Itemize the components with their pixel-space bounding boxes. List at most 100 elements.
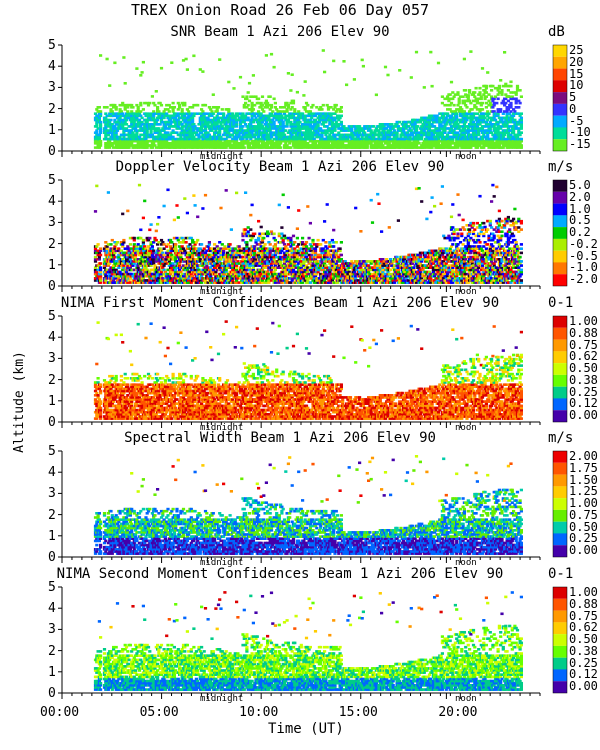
data-cell bbox=[108, 112, 112, 115]
data-cell bbox=[519, 137, 523, 141]
data-cell bbox=[143, 135, 147, 139]
data-cell bbox=[159, 116, 164, 120]
data-cell bbox=[99, 114, 103, 118]
data-cell bbox=[99, 125, 103, 128]
data-cell bbox=[201, 125, 205, 128]
data-cell bbox=[171, 137, 175, 141]
data-cell bbox=[240, 118, 244, 122]
data-cell bbox=[268, 137, 272, 141]
data-cell bbox=[242, 103, 246, 107]
data-cell bbox=[215, 114, 219, 118]
data-cell bbox=[165, 120, 169, 124]
data-cell bbox=[96, 142, 100, 145]
data-cell bbox=[185, 142, 189, 145]
data-cell bbox=[162, 204, 166, 208]
data-cell bbox=[145, 139, 149, 143]
data-cell bbox=[271, 139, 275, 143]
data-cell bbox=[206, 118, 210, 122]
data-cell bbox=[222, 112, 226, 115]
data-cell bbox=[246, 116, 250, 120]
data-cell bbox=[185, 112, 189, 115]
data-cell bbox=[210, 144, 214, 147]
data-cell bbox=[207, 139, 211, 143]
data-cell bbox=[123, 106, 127, 109]
data-cell bbox=[159, 103, 164, 107]
data-cell bbox=[137, 118, 142, 122]
data-cell bbox=[105, 142, 109, 145]
data-cell bbox=[235, 123, 239, 126]
data-cell bbox=[99, 262, 103, 265]
data-cell bbox=[136, 108, 140, 111]
data-cell bbox=[191, 139, 195, 143]
data-cell bbox=[122, 238, 126, 242]
data-cell bbox=[163, 146, 167, 149]
data-cell bbox=[263, 129, 267, 132]
data-cell bbox=[152, 110, 156, 113]
data-cell bbox=[232, 87, 236, 90]
data-cell bbox=[178, 123, 182, 126]
data-cell bbox=[188, 106, 192, 109]
data-cell bbox=[109, 243, 113, 246]
data-cell bbox=[259, 123, 263, 126]
data-cell bbox=[170, 106, 174, 109]
data-cell bbox=[518, 101, 522, 105]
data-cell bbox=[339, 120, 343, 124]
data-cell bbox=[148, 228, 152, 232]
data-cell bbox=[227, 112, 231, 115]
data-cell bbox=[197, 137, 201, 141]
data-cell bbox=[271, 110, 275, 113]
data-cell bbox=[236, 131, 240, 134]
data-cell bbox=[235, 120, 239, 124]
data-cell bbox=[118, 103, 122, 107]
data-cell bbox=[253, 135, 257, 139]
data-cell bbox=[167, 135, 171, 139]
data-cell bbox=[189, 114, 193, 118]
data-cell bbox=[102, 137, 107, 141]
data-cell bbox=[499, 108, 503, 111]
data-cell bbox=[247, 81, 252, 85]
data-cell bbox=[99, 123, 103, 126]
data-cell bbox=[166, 116, 170, 120]
data-cell bbox=[303, 80, 307, 83]
data-cell bbox=[193, 137, 197, 141]
data-cell bbox=[99, 129, 103, 132]
data-cell bbox=[183, 197, 187, 200]
data-cell bbox=[462, 57, 466, 61]
data-cell bbox=[109, 108, 113, 111]
data-cell bbox=[193, 125, 197, 128]
data-cell bbox=[215, 137, 219, 141]
data-cell bbox=[222, 120, 226, 124]
data-cell bbox=[95, 125, 99, 128]
data-cell bbox=[136, 110, 140, 113]
data-cell bbox=[499, 79, 503, 82]
data-cell bbox=[257, 114, 261, 118]
data-cell bbox=[245, 135, 249, 139]
data-cell bbox=[345, 83, 349, 87]
data-cell bbox=[249, 129, 253, 132]
data-cell bbox=[228, 129, 232, 132]
data-cell bbox=[267, 116, 271, 120]
data-cell bbox=[231, 116, 235, 120]
data-cell bbox=[109, 127, 113, 130]
data-cell bbox=[121, 101, 125, 105]
data-cell bbox=[153, 103, 157, 107]
data-cell bbox=[260, 146, 265, 149]
data-cell bbox=[121, 212, 125, 216]
data-cell bbox=[108, 142, 112, 145]
data-cell bbox=[241, 137, 245, 141]
data-cell bbox=[152, 114, 156, 118]
data-cell bbox=[115, 114, 120, 118]
data-cell bbox=[137, 129, 142, 132]
data-cell bbox=[145, 118, 149, 122]
data-cell bbox=[166, 108, 170, 111]
data-cell bbox=[269, 103, 274, 107]
data-cell bbox=[136, 106, 140, 109]
data-cell bbox=[167, 114, 171, 118]
data-cell bbox=[148, 101, 152, 105]
data-cell bbox=[132, 116, 136, 120]
data-cell bbox=[192, 54, 196, 58]
data-cell bbox=[196, 103, 200, 107]
data-cell bbox=[509, 84, 513, 88]
data-cell bbox=[159, 133, 164, 137]
data-cell bbox=[480, 67, 485, 70]
